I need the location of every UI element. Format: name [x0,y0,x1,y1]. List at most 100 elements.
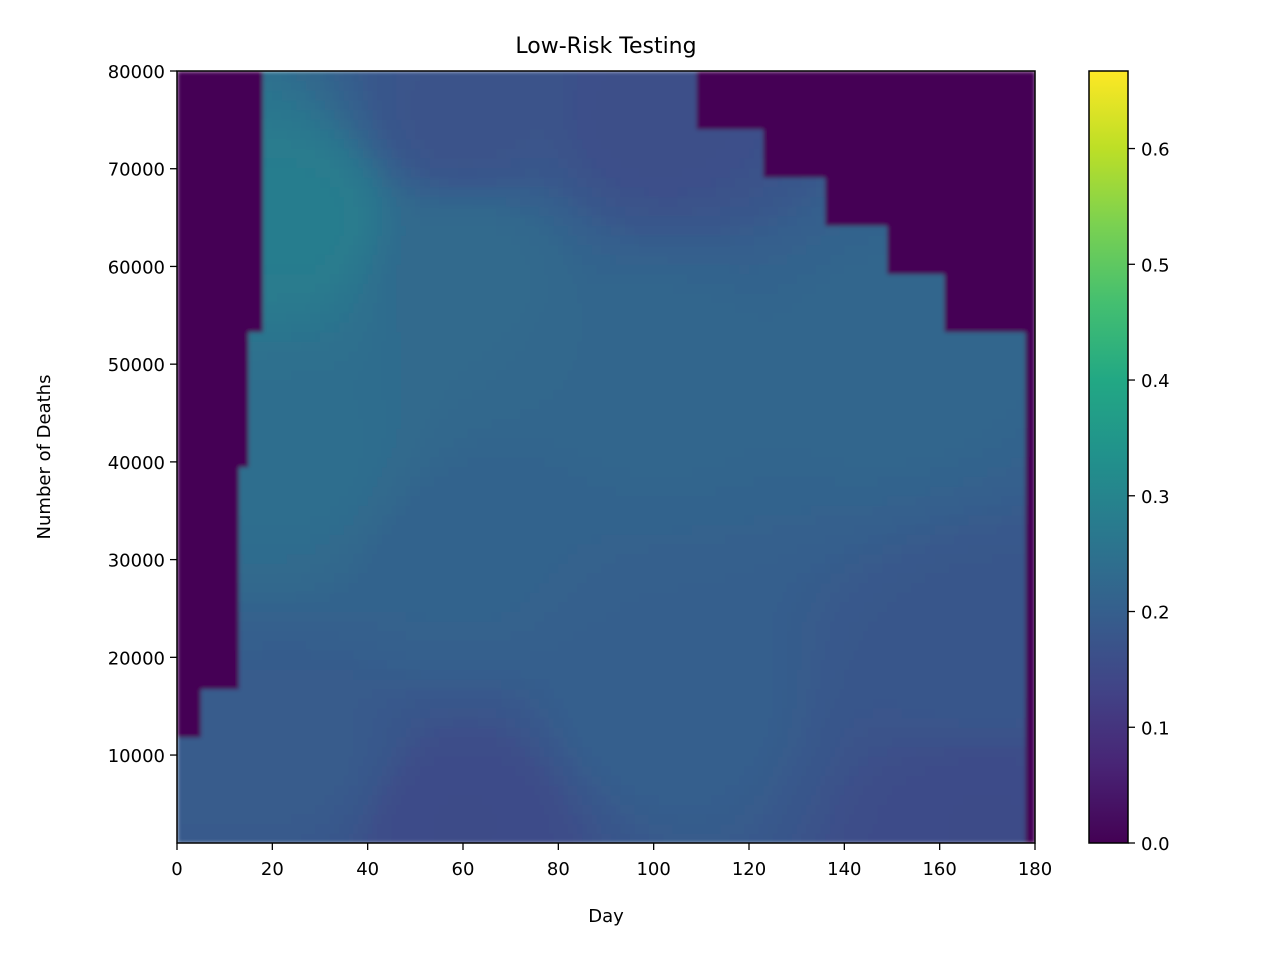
heatmap-cell [186,90,192,101]
heatmap-cell [415,80,421,91]
heatmap-cell [358,408,364,419]
heatmap-cell [224,157,231,169]
heatmap-cell [177,572,183,584]
heatmap-cell [439,292,445,304]
heatmap-cell [377,650,383,661]
heatmap-cell [296,80,302,91]
heatmap-cell [320,148,326,159]
heatmap-cell [467,109,474,120]
heatmap-cell [200,746,207,757]
heatmap-cell [343,71,350,82]
heatmap-cell [186,476,192,487]
heatmap-cell [296,756,302,767]
heatmap-cell [296,785,302,796]
heatmap-cell [258,350,264,362]
heatmap-cell [424,592,431,603]
heatmap-cell [310,447,316,458]
heatmap-cell [234,321,240,333]
heatmap-cell [448,572,455,584]
heatmap-cell [262,476,269,487]
heatmap-cell [324,215,331,226]
heatmap-cell [353,814,359,825]
heatmap-cell [429,794,435,805]
heatmap-cell [424,119,431,130]
heatmap-cell [443,669,450,680]
heatmap-cell [415,466,421,477]
heatmap-cell [291,379,297,391]
heatmap-cell [467,119,474,130]
heatmap-cell [181,678,188,690]
heatmap-cell [305,717,312,728]
heatmap-cell [372,833,378,843]
heatmap-cell [467,177,474,188]
heatmap-cell [181,244,188,255]
heatmap-cell [224,273,231,284]
heatmap-cell [238,601,245,612]
heatmap-cell [186,794,192,805]
heatmap-cell [339,495,345,506]
heatmap-cell [229,235,235,246]
heatmap-cell [329,283,335,294]
heatmap-cell [415,235,421,246]
heatmap-cell [196,167,202,178]
heatmap-cell [467,379,474,391]
heatmap-cell [467,225,474,236]
heatmap-cell [458,765,464,777]
heatmap-cell [391,572,397,584]
heatmap-cell [367,678,374,690]
heatmap-cell [281,148,288,159]
heatmap-cell [458,418,464,429]
heatmap-cell [310,292,316,304]
heatmap-cell [286,592,292,603]
heatmap-cell [296,534,302,545]
heatmap-cell [353,688,359,699]
heatmap-cell [210,177,216,188]
heatmap-cell [210,543,216,555]
heatmap-cell [258,109,264,120]
heatmap-cell [391,543,397,555]
heatmap-cell [186,225,192,236]
heatmap-cell [467,707,474,719]
heatmap-cell [396,833,402,843]
heatmap-cell [420,601,426,612]
heatmap-cell [396,592,402,603]
heatmap-cell [281,90,288,101]
heatmap-cell [434,148,440,159]
heatmap-cell [248,418,254,429]
heatmap-cell [320,177,326,188]
heatmap-cell [391,553,397,564]
heatmap-cell [381,659,388,670]
heatmap-cell [463,746,469,757]
heatmap-cell [291,206,297,217]
heatmap-cell [191,736,197,748]
heatmap-cell [324,379,331,391]
heatmap-cell [238,688,245,699]
heatmap-cell [443,331,450,342]
heatmap-cell [343,572,350,584]
heatmap-cell [238,399,245,410]
heatmap-cell [381,563,388,574]
heatmap-cell [315,495,321,506]
heatmap-cell [248,215,254,226]
heatmap-cell [191,814,197,825]
heatmap-cell [453,90,459,101]
heatmap-cell [196,350,202,362]
heatmap-cell [177,186,183,198]
heatmap-cell [353,331,359,342]
heatmap-cell [420,621,426,632]
heatmap-cell [396,814,402,825]
heatmap-cell [186,707,192,719]
heatmap-cell [210,592,216,603]
heatmap-cell [181,99,188,111]
heatmap-cell [248,572,254,584]
heatmap-cell [467,746,474,757]
heatmap-cell [401,485,407,497]
heatmap-cell [286,196,292,207]
heatmap-cell [296,148,302,159]
heatmap-cell [248,466,254,477]
heatmap-cell [215,428,221,439]
heatmap-cell [358,418,364,429]
heatmap-cell [234,727,240,738]
heatmap-cell [291,447,297,458]
heatmap-cell [262,823,269,834]
